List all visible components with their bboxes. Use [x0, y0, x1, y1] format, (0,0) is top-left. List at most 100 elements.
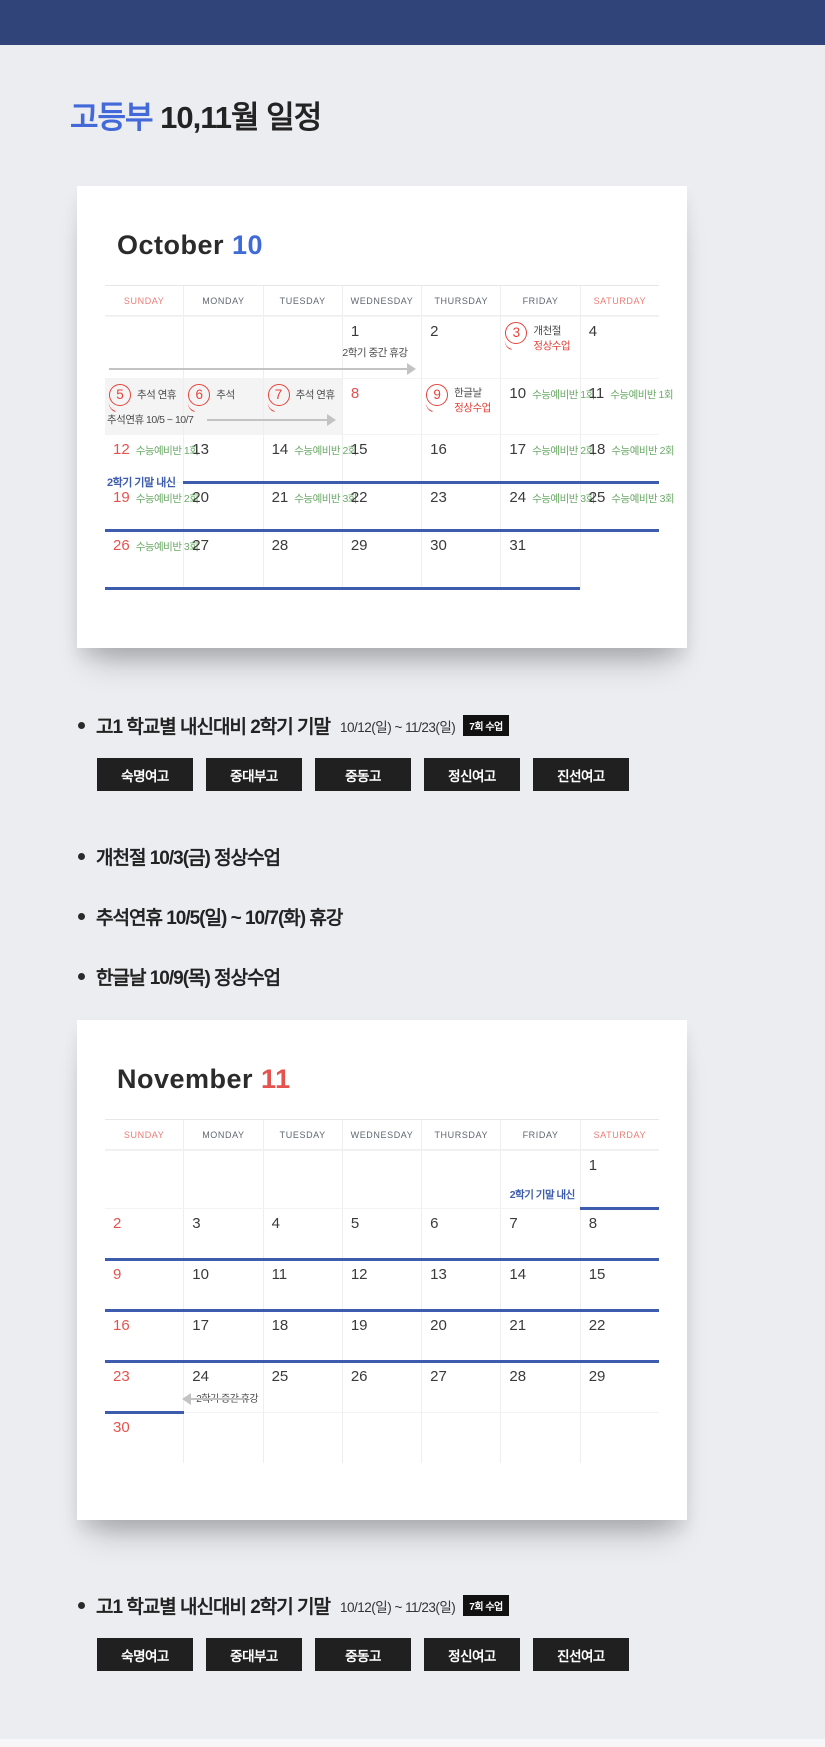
day-cell-october-31: 31 — [500, 531, 579, 588]
event-label: 한글날 — [454, 387, 482, 399]
period-arrow: 추석연휴 10/5 ~ 10/7 — [105, 412, 342, 427]
day-number: 3 — [192, 1215, 201, 1232]
day-line: 23 — [422, 483, 500, 507]
day-cell-october-1: 1 — [341, 317, 421, 378]
school-button-중대부고[interactable]: 중대부고 — [206, 758, 302, 791]
weekday-header-wednesday: WEDNESDAY — [341, 286, 421, 315]
day-cell-empty — [500, 1413, 579, 1463]
school-button-정신여고[interactable]: 정신여고 — [424, 1638, 520, 1671]
day-line: 10 — [184, 1260, 262, 1284]
day-number: 17 — [509, 441, 527, 458]
day-cell-october-3: 3 개천절 정상수업 — [500, 317, 579, 378]
weekday-header-thursday: THURSDAY — [421, 286, 500, 315]
school-button-진선여고[interactable]: 진선여고 — [533, 758, 629, 791]
day-number: 13 — [430, 1266, 447, 1283]
day-number: 23 — [113, 1368, 130, 1385]
note-chuseok: 추석연휴 10/5(일) ~ 10/7(화) 휴강 — [78, 903, 343, 930]
school-button-진선여고[interactable]: 진선여고 — [533, 1638, 629, 1671]
day-line: 19 수능예비반 2회 — [105, 483, 199, 507]
day-line: 8 — [343, 379, 421, 403]
bullet-dot — [78, 973, 85, 980]
day-cell-october-17: 17 수능예비반 2회 — [500, 435, 595, 482]
day-cell-october-23: 23 — [421, 483, 500, 530]
day-line: 29 — [343, 531, 421, 555]
day-cell-empty — [105, 1151, 183, 1208]
day-line: 26 — [343, 1362, 421, 1386]
day-line: 7 추석 연휴 — [264, 379, 342, 406]
period-arrow: 2학기 중간 휴강 — [105, 345, 422, 375]
weekday-header-thursday: THURSDAY — [421, 1120, 500, 1149]
october-week-row: 26 수능예비반 3회 27 28 29 30 31 — [105, 530, 659, 590]
weekday-header-friday: FRIDAY — [500, 286, 579, 315]
school-button-중대부고[interactable]: 중대부고 — [206, 1638, 302, 1671]
day-number: 3 — [505, 322, 528, 344]
day-line: 6 추석 — [184, 379, 262, 406]
day-line: 16 — [422, 435, 500, 459]
day-number: 17 — [192, 1317, 209, 1334]
event-labels: 수능예비반 3회 — [294, 493, 357, 506]
day-line: 14 — [501, 1260, 579, 1284]
day-cell-empty — [341, 1151, 421, 1208]
october-month-name: October — [117, 230, 225, 260]
school-button-중동고[interactable]: 중동고 — [315, 758, 411, 791]
november-week-row: 30 — [105, 1412, 659, 1463]
day-number: 19 — [350, 1317, 368, 1334]
day-number: 25 — [271, 1368, 289, 1385]
day-number: 16 — [113, 1317, 130, 1334]
day-line: 18 수능예비반 2회 — [581, 435, 675, 459]
day-cell-october-2: 2 — [421, 317, 500, 378]
note-exam-period: 고1 학교별 내신대비 2학기 기말 10/12(일) ~ 11/23(일) 7… — [78, 1592, 509, 1619]
day-cell-november-20: 20 — [421, 1311, 500, 1361]
day-line: 28 — [264, 531, 342, 555]
day-number: 6 — [188, 384, 211, 406]
day-line: 13 — [422, 1260, 500, 1284]
top-navigation-bar — [0, 0, 825, 45]
footer-strip — [0, 1739, 825, 1747]
period-underline — [105, 587, 580, 590]
event-label: 수능예비반 2회 — [611, 445, 675, 457]
day-cell-october-18: 18 수능예비반 2회 — [579, 435, 675, 482]
day-cell-empty — [579, 531, 659, 588]
weekday-header-tuesday: TUESDAY — [262, 286, 342, 315]
day-number: 22 — [350, 489, 368, 506]
event-labels: 수능예비반 1회 — [532, 389, 595, 402]
day-cell-november-25: 25 — [262, 1362, 342, 1412]
day-line: 4 — [264, 1209, 342, 1233]
day-number: 14 — [509, 1266, 527, 1283]
day-cell-october-16: 16 — [421, 435, 500, 482]
day-cell-october-27: 27 — [183, 531, 262, 588]
day-line: 1 — [581, 1151, 659, 1175]
day-number: 23 — [430, 489, 447, 506]
event-labels: 추석 연휴 — [295, 389, 336, 402]
day-cell-november-1: 1 — [579, 1151, 659, 1208]
school-button-정신여고[interactable]: 정신여고 — [424, 758, 520, 791]
day-line: 9 — [105, 1260, 183, 1284]
weekday-header-monday: MONDAY — [183, 286, 262, 315]
day-cell-november-3: 3 — [183, 1209, 262, 1259]
school-button-숙명여고[interactable]: 숙명여고 — [97, 758, 193, 791]
day-cell-empty — [183, 317, 262, 378]
day-cell-october-8: 8 — [341, 379, 421, 434]
school-button-숙명여고[interactable]: 숙명여고 — [97, 1638, 193, 1671]
school-button-중동고[interactable]: 중동고 — [315, 1638, 411, 1671]
day-line: 19 — [343, 1311, 421, 1335]
day-cell-november-29: 29 — [579, 1362, 659, 1412]
event-label: 추석 연휴 — [295, 389, 336, 401]
event-labels: 수능예비반 1회 — [610, 389, 673, 402]
day-cell-october-21: 21 수능예비반 3회 — [262, 483, 357, 530]
day-cell-october-12: 12 수능예비반 1회 — [105, 435, 199, 482]
school-button-row: 숙명여고 중대부고 중동고 정신여고 진선여고 — [97, 758, 642, 791]
period-underline — [105, 1360, 659, 1363]
day-number: 1 — [588, 1157, 598, 1174]
day-cell-november-11: 11 — [262, 1260, 342, 1310]
day-cell-november-15: 15 — [579, 1260, 659, 1310]
day-number: 10 — [192, 1266, 209, 1283]
holiday-note-list: 개천절 10/3(금) 정상수업 추석연휴 10/5(일) ~ 10/7(화) … — [78, 843, 343, 1023]
october-calendar-grid: SUNDAY MONDAY TUESDAY WEDNESDAY THURSDAY FRID… — [105, 285, 675, 590]
bullet-dot — [78, 1602, 85, 1609]
event-labels: 수능예비반 2회 — [611, 445, 674, 458]
day-cell-october-26: 26 수능예비반 3회 — [105, 531, 199, 588]
day-cell-november-5: 5 — [341, 1209, 421, 1259]
day-cell-november-7: 7 — [500, 1209, 579, 1259]
